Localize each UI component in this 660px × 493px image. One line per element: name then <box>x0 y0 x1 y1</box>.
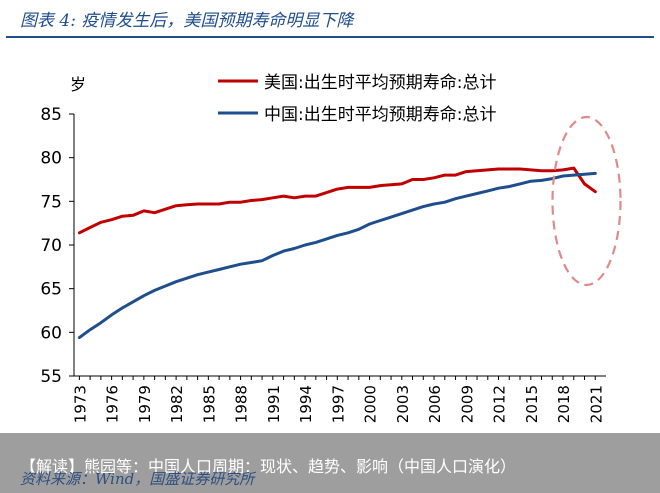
x-tick-label: 1979 <box>136 385 154 423</box>
x-tick-label: 1973 <box>71 385 89 423</box>
y-tick-label: 80 <box>40 149 62 169</box>
y-axis-label: 岁 <box>70 75 86 94</box>
y-tick-label: 55 <box>40 367 62 387</box>
x-tick-label: 2000 <box>362 385 380 423</box>
series-line-2 <box>77 171 597 340</box>
legend-label-1: 美国:出生时平均预期寿命:总计 <box>264 73 496 93</box>
source-note: 资料来源：Wind，国盛证券研究所 <box>20 470 255 488</box>
caption-banner <box>0 433 660 493</box>
y-tick-label: 70 <box>40 236 62 256</box>
x-tick-label: 2003 <box>394 385 412 423</box>
x-tick-label: 1997 <box>329 385 347 423</box>
x-tick-label: 2021 <box>587 385 605 423</box>
x-tick-label: 2006 <box>426 385 444 423</box>
banner-text: 【解读】熊园等：中国人口周期：现状、趋势、影响（中国人口演化） <box>20 457 517 476</box>
series-lines <box>77 166 597 340</box>
annotation-layer <box>551 115 622 287</box>
y-tick-label: 65 <box>40 280 62 300</box>
figure-title: 图表 4: 疫情发生后，美国预期寿命明显下降 <box>20 11 354 31</box>
y-tick-label: 85 <box>40 105 62 125</box>
title-rule <box>6 36 654 38</box>
axes: 55 60 65 70 75 80 85 岁 1973 1976 1979 1982 1985 1988 1… <box>40 75 606 423</box>
series-line-1 <box>77 166 597 235</box>
x-tick-label: 1994 <box>297 385 315 423</box>
x-tick-label: 2009 <box>458 385 476 423</box>
x-tick-label: 2012 <box>491 385 509 423</box>
x-tick-label: 2018 <box>555 385 573 423</box>
x-tick-label: 2015 <box>523 385 541 423</box>
highlight-ellipse <box>551 115 622 287</box>
x-tick-label: 1985 <box>200 385 218 423</box>
x-tick-label: 1988 <box>233 385 251 423</box>
y-tick-label: 60 <box>40 323 62 343</box>
x-tick-label: 1976 <box>104 385 122 423</box>
x-tick-label: 1982 <box>168 385 186 423</box>
y-tick-label: 75 <box>40 192 62 212</box>
x-tick-label: 1991 <box>265 385 283 423</box>
legend-label-2: 中国:出生时平均预期寿命:总计 <box>264 105 496 125</box>
